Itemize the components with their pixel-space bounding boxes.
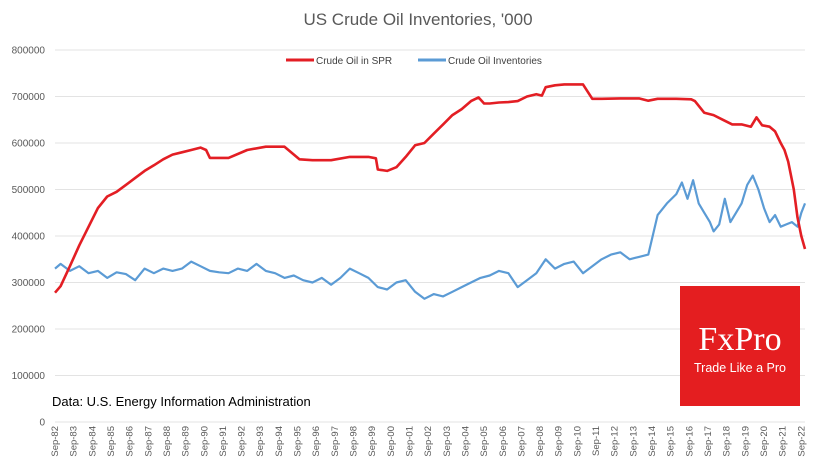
x-tick-label: Sep-86 [125, 426, 136, 457]
gridlines [55, 49, 805, 423]
x-tick-label: Sep-03 [442, 426, 453, 457]
x-tick-label: Sep-10 [572, 426, 583, 457]
x-tick-label: Sep-13 [628, 426, 639, 457]
series-line-crude-oil-in-spr [54, 83, 807, 294]
y-tick-label: 400000 [12, 232, 46, 243]
x-tick-label: Sep-21 [778, 426, 789, 457]
x-tick-label: Sep-11 [591, 426, 602, 456]
x-tick-label: Sep-84 [87, 426, 98, 457]
series-line-crude-oil-inventories [54, 174, 807, 300]
y-tick-label: 300000 [12, 278, 46, 289]
x-tick-label: Sep-15 [666, 426, 677, 457]
logo-tagline: Trade Like a Pro [694, 361, 786, 375]
series-lines [54, 83, 807, 300]
x-tick-label: Sep-89 [181, 426, 192, 457]
x-tick-label: Sep-18 [722, 426, 733, 457]
x-tick-label: Sep-98 [349, 426, 360, 457]
x-tick-label: Sep-82 [50, 426, 61, 457]
x-tick-label: Sep-19 [740, 426, 751, 457]
legend: Crude Oil in SPR Crude Oil Inventories [286, 56, 542, 67]
x-tick-label: Sep-08 [535, 426, 546, 457]
x-tick-label: Sep-00 [386, 426, 397, 457]
x-tick-label: Sep-93 [255, 426, 266, 457]
y-axis-ticks: 0 100000 200000 300000 400000 500000 600000 700… [12, 46, 46, 429]
x-tick-label: Sep-95 [293, 426, 304, 457]
x-tick-label: Sep-85 [106, 426, 117, 457]
x-tick-label: Sep-96 [311, 426, 322, 457]
legend-label-spr: Crude Oil in SPR [316, 56, 392, 67]
y-tick-label: 200000 [12, 325, 46, 336]
x-tick-label: Sep-92 [237, 426, 248, 457]
x-tick-label: Sep-02 [423, 426, 434, 457]
y-tick-label: 500000 [12, 185, 46, 196]
x-tick-label: Sep-07 [516, 426, 527, 457]
y-tick-label: 700000 [12, 92, 46, 103]
logo-background [680, 286, 800, 406]
fxpro-logo: FxPro Trade Like a Pro [680, 286, 800, 406]
x-tick-label: Sep-05 [479, 426, 490, 457]
y-tick-label: 0 [39, 418, 45, 429]
x-tick-label: Sep-97 [330, 426, 341, 457]
x-tick-label: Sep-17 [703, 426, 714, 457]
x-tick-label: Sep-83 [69, 426, 80, 457]
y-tick-label: 800000 [12, 46, 46, 57]
x-tick-label: Sep-99 [367, 426, 378, 457]
x-tick-label: Sep-94 [274, 426, 285, 457]
y-tick-label: 100000 [12, 371, 46, 382]
y-tick-label: 600000 [12, 139, 46, 150]
chart-title: US Crude Oil Inventories, '000 [303, 10, 532, 29]
x-tick-label: Sep-20 [759, 426, 770, 457]
x-axis-ticks: Sep-82 Sep-83 Sep-84 Sep-85 Sep-86 Sep-87 Sep-… [50, 426, 807, 457]
x-tick-label: Sep-12 [610, 426, 621, 457]
x-tick-label: Sep-09 [554, 426, 565, 457]
x-tick-label: Sep-90 [199, 426, 210, 457]
logo-brand: FxPro [698, 321, 781, 358]
x-tick-label: Sep-06 [498, 426, 509, 457]
legend-label-inventories: Crude Oil Inventories [448, 56, 542, 67]
x-tick-label: Sep-88 [162, 426, 173, 457]
x-tick-label: Sep-01 [404, 426, 415, 457]
x-tick-label: Sep-22 [796, 426, 807, 457]
x-tick-label: Sep-04 [460, 426, 471, 457]
source-note: Data: U.S. Energy Information Administra… [52, 394, 311, 409]
x-tick-label: Sep-16 [684, 426, 695, 457]
x-tick-label: Sep-87 [143, 426, 154, 457]
x-tick-label: Sep-91 [218, 426, 229, 457]
x-tick-label: Sep-14 [647, 426, 658, 457]
